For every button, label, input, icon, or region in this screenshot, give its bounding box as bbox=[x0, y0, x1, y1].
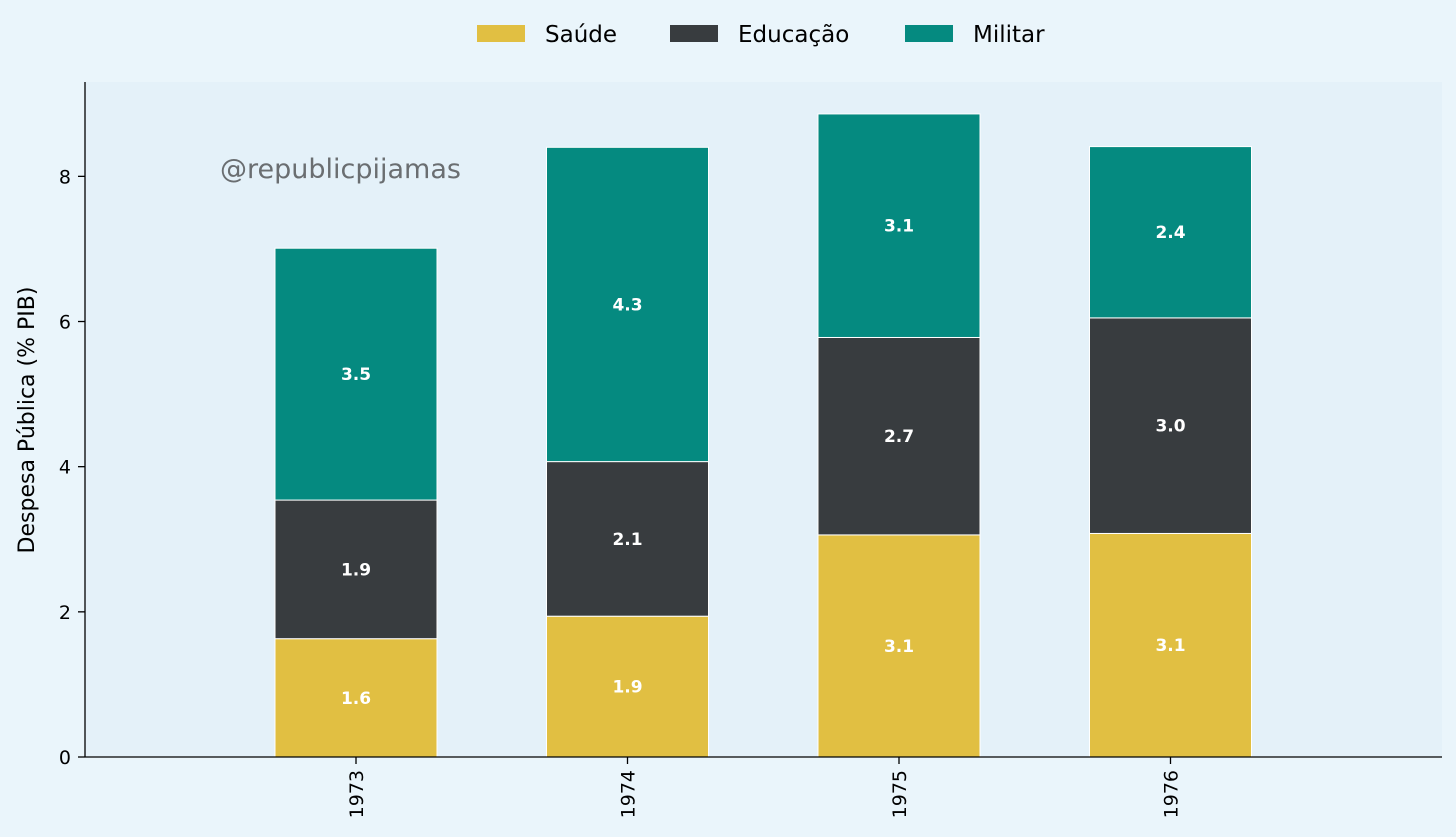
bar-saude-1973 bbox=[274, 638, 438, 758]
bars-group bbox=[274, 113, 1252, 758]
y-tick-label: 6 bbox=[59, 312, 71, 334]
bar-saude-1976 bbox=[1089, 532, 1252, 758]
legend-swatch-educacao bbox=[670, 25, 718, 42]
bar-label-educacao-1974: 2.1 bbox=[612, 530, 642, 550]
bar-label-militar-1974: 4.3 bbox=[612, 295, 642, 315]
y-tick-label: 0 bbox=[59, 747, 71, 769]
y-tick-label: 8 bbox=[59, 166, 71, 188]
bar-label-militar-1973: 3.5 bbox=[341, 365, 371, 385]
legend-swatch-saude bbox=[477, 25, 525, 42]
watermark-text: @republicpijamas bbox=[220, 154, 461, 185]
bar-educacao-1974 bbox=[546, 461, 709, 617]
axes-group: 0 2 4 6 8 1973 1974 1975 1976 bbox=[59, 82, 1442, 818]
bar-educacao-1975 bbox=[817, 336, 981, 536]
bar-label-militar-1975: 3.1 bbox=[884, 217, 914, 237]
legend-label-educacao: Educação bbox=[738, 22, 849, 48]
bar-militar-1976 bbox=[1089, 146, 1252, 319]
bar-label-educacao-1973: 1.9 bbox=[341, 560, 371, 580]
legend-label-saude: Saúde bbox=[545, 22, 617, 48]
bar-label-educacao-1975: 2.7 bbox=[884, 427, 914, 447]
bar-label-militar-1976: 2.4 bbox=[1155, 223, 1185, 243]
bar-saude-1974 bbox=[546, 615, 709, 758]
bar-labels-group: 1.6 1.9 3.5 1.9 2.1 4.3 3.1 2.7 3.1 3.1 3.0 2.4 bbox=[341, 217, 1186, 709]
bar-label-saude-1975: 3.1 bbox=[884, 637, 914, 657]
bar-militar-1974 bbox=[546, 146, 709, 463]
legend-label-militar: Militar bbox=[973, 22, 1045, 48]
y-tick-label: 4 bbox=[59, 457, 71, 479]
y-tick-label: 2 bbox=[59, 602, 71, 624]
x-tick-label-1973: 1973 bbox=[346, 770, 368, 818]
bar-label-saude-1973: 1.6 bbox=[341, 689, 371, 709]
x-tick-label-1974: 1974 bbox=[618, 770, 640, 818]
bar-militar-1973 bbox=[274, 247, 438, 501]
legend-swatch-militar bbox=[905, 25, 953, 42]
y-axis-label: Despesa Pública (% PIB) bbox=[15, 287, 40, 554]
bar-militar-1975 bbox=[817, 113, 981, 338]
bar-label-educacao-1976: 3.0 bbox=[1155, 417, 1185, 437]
bar-label-saude-1974: 1.9 bbox=[612, 678, 642, 698]
legend: Saúde Educação Militar bbox=[477, 22, 1045, 48]
x-tick-label-1975: 1975 bbox=[889, 770, 911, 818]
x-tick-label-1976: 1976 bbox=[1161, 770, 1183, 818]
bar-educacao-1976 bbox=[1089, 317, 1252, 534]
bar-saude-1975 bbox=[817, 534, 981, 758]
bar-label-saude-1976: 3.1 bbox=[1155, 636, 1185, 656]
